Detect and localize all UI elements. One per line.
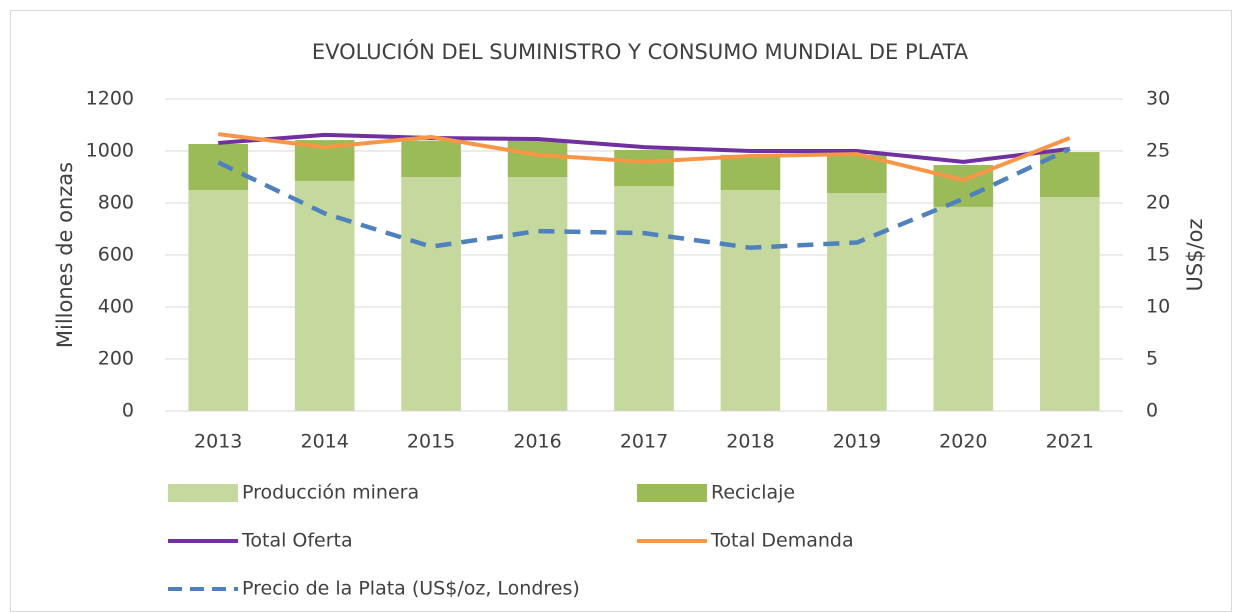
legend-swatch (168, 484, 238, 502)
y-tick-label: 400 (98, 296, 134, 318)
legend-label: Total Oferta (241, 530, 353, 552)
legend-label: Producción minera (242, 482, 419, 504)
y2-tick-label: 15 (1146, 244, 1170, 266)
bar (614, 186, 674, 411)
y-axis-label: Millones de onzas (53, 162, 77, 348)
bar (188, 190, 249, 411)
line-series (218, 132, 1071, 164)
y2-tick-label: 5 (1146, 348, 1158, 370)
x-tick-label: 2016 (513, 431, 561, 453)
x-tick-label: 2013 (194, 431, 242, 453)
chart-title: EVOLUCIÓN DEL SUMINISTRO Y CONSUMO MUNDI… (312, 39, 969, 64)
line-series (217, 132, 1071, 183)
legend-swatch (637, 484, 707, 502)
bar (401, 177, 461, 411)
x-tick-label: 2020 (939, 431, 987, 453)
x-tick-label: 2021 (1046, 431, 1094, 453)
y-tick-label: 600 (98, 244, 134, 266)
x-tick-label: 2018 (726, 431, 774, 453)
legend-label: Total Demanda (710, 530, 854, 552)
legend-label: Precio de la Plata (US$/oz, Londres) (242, 578, 580, 600)
y-tick-label: 0 (122, 400, 134, 422)
y2-tick-label: 0 (1146, 400, 1158, 422)
y2-tick-label: 25 (1146, 140, 1170, 162)
y-tick-label: 1000 (86, 140, 134, 162)
x-tick-label: 2017 (620, 431, 668, 453)
bar (401, 140, 461, 177)
y2-tick-label: 10 (1146, 296, 1170, 318)
bar (1039, 197, 1100, 411)
y2-tick-label: 30 (1146, 88, 1170, 110)
bar (507, 140, 568, 177)
y-tick-label: 1200 (86, 88, 134, 110)
legend-label: Reciclaje (711, 482, 795, 504)
bar (720, 154, 781, 190)
y-tick-label: 800 (98, 192, 134, 214)
bar (827, 154, 887, 194)
line-series (217, 146, 1071, 250)
bar (507, 177, 568, 411)
bar (827, 193, 887, 411)
bar (933, 206, 994, 411)
x-tick-label: 2015 (407, 431, 455, 453)
x-tick-label: 2019 (833, 431, 881, 453)
y2-axis-label: US$/oz (1183, 218, 1207, 291)
bar (720, 190, 781, 411)
x-tick-label: 2014 (300, 431, 348, 453)
bar (614, 149, 674, 187)
bar (188, 143, 249, 190)
y-tick-label: 200 (98, 348, 134, 370)
y2-tick-label: 20 (1146, 192, 1170, 214)
